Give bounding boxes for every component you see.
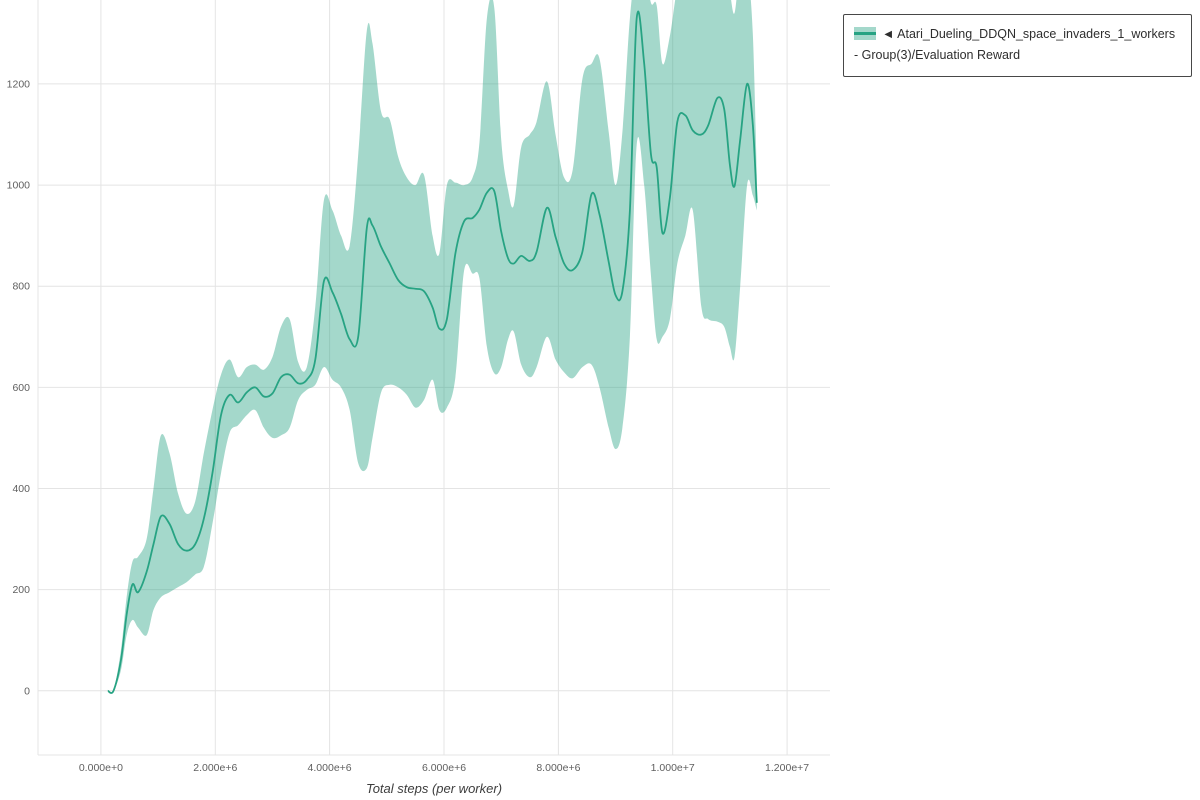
legend-box: ◄ Atari_Dueling_DDQN_space_invaders_1_wo…: [843, 14, 1192, 77]
svg-text:0: 0: [24, 685, 30, 697]
legend-item-evaluation-reward[interactable]: ◄ Atari_Dueling_DDQN_space_invaders_1_wo…: [854, 24, 1181, 67]
svg-text:8.000e+6: 8.000e+6: [536, 762, 580, 774]
svg-text:4.000e+6: 4.000e+6: [308, 762, 352, 774]
svg-text:200: 200: [12, 584, 30, 596]
x-axis-title: Total steps (per worker): [365, 781, 503, 796]
svg-text:400: 400: [12, 483, 30, 495]
svg-text:2.000e+6: 2.000e+6: [193, 762, 237, 774]
svg-text:0.000e+0: 0.000e+0: [79, 762, 123, 774]
svg-text:600: 600: [12, 382, 30, 394]
legend-label: Atari_Dueling_DDQN_space_invaders_1_work…: [854, 27, 1176, 63]
svg-text:1.200e+7: 1.200e+7: [765, 762, 809, 774]
svg-text:800: 800: [12, 281, 30, 293]
svg-text:1.000e+7: 1.000e+7: [651, 762, 695, 774]
svg-text:1200: 1200: [7, 78, 31, 90]
svg-text:1000: 1000: [7, 180, 31, 192]
plot-area[interactable]: [38, 0, 830, 755]
svg-text:6.000e+6: 6.000e+6: [422, 762, 466, 774]
legend-collapse-icon[interactable]: ◄: [882, 27, 895, 41]
legend-swatch-icon: [854, 27, 876, 40]
legend-swatch-line: [854, 32, 876, 35]
